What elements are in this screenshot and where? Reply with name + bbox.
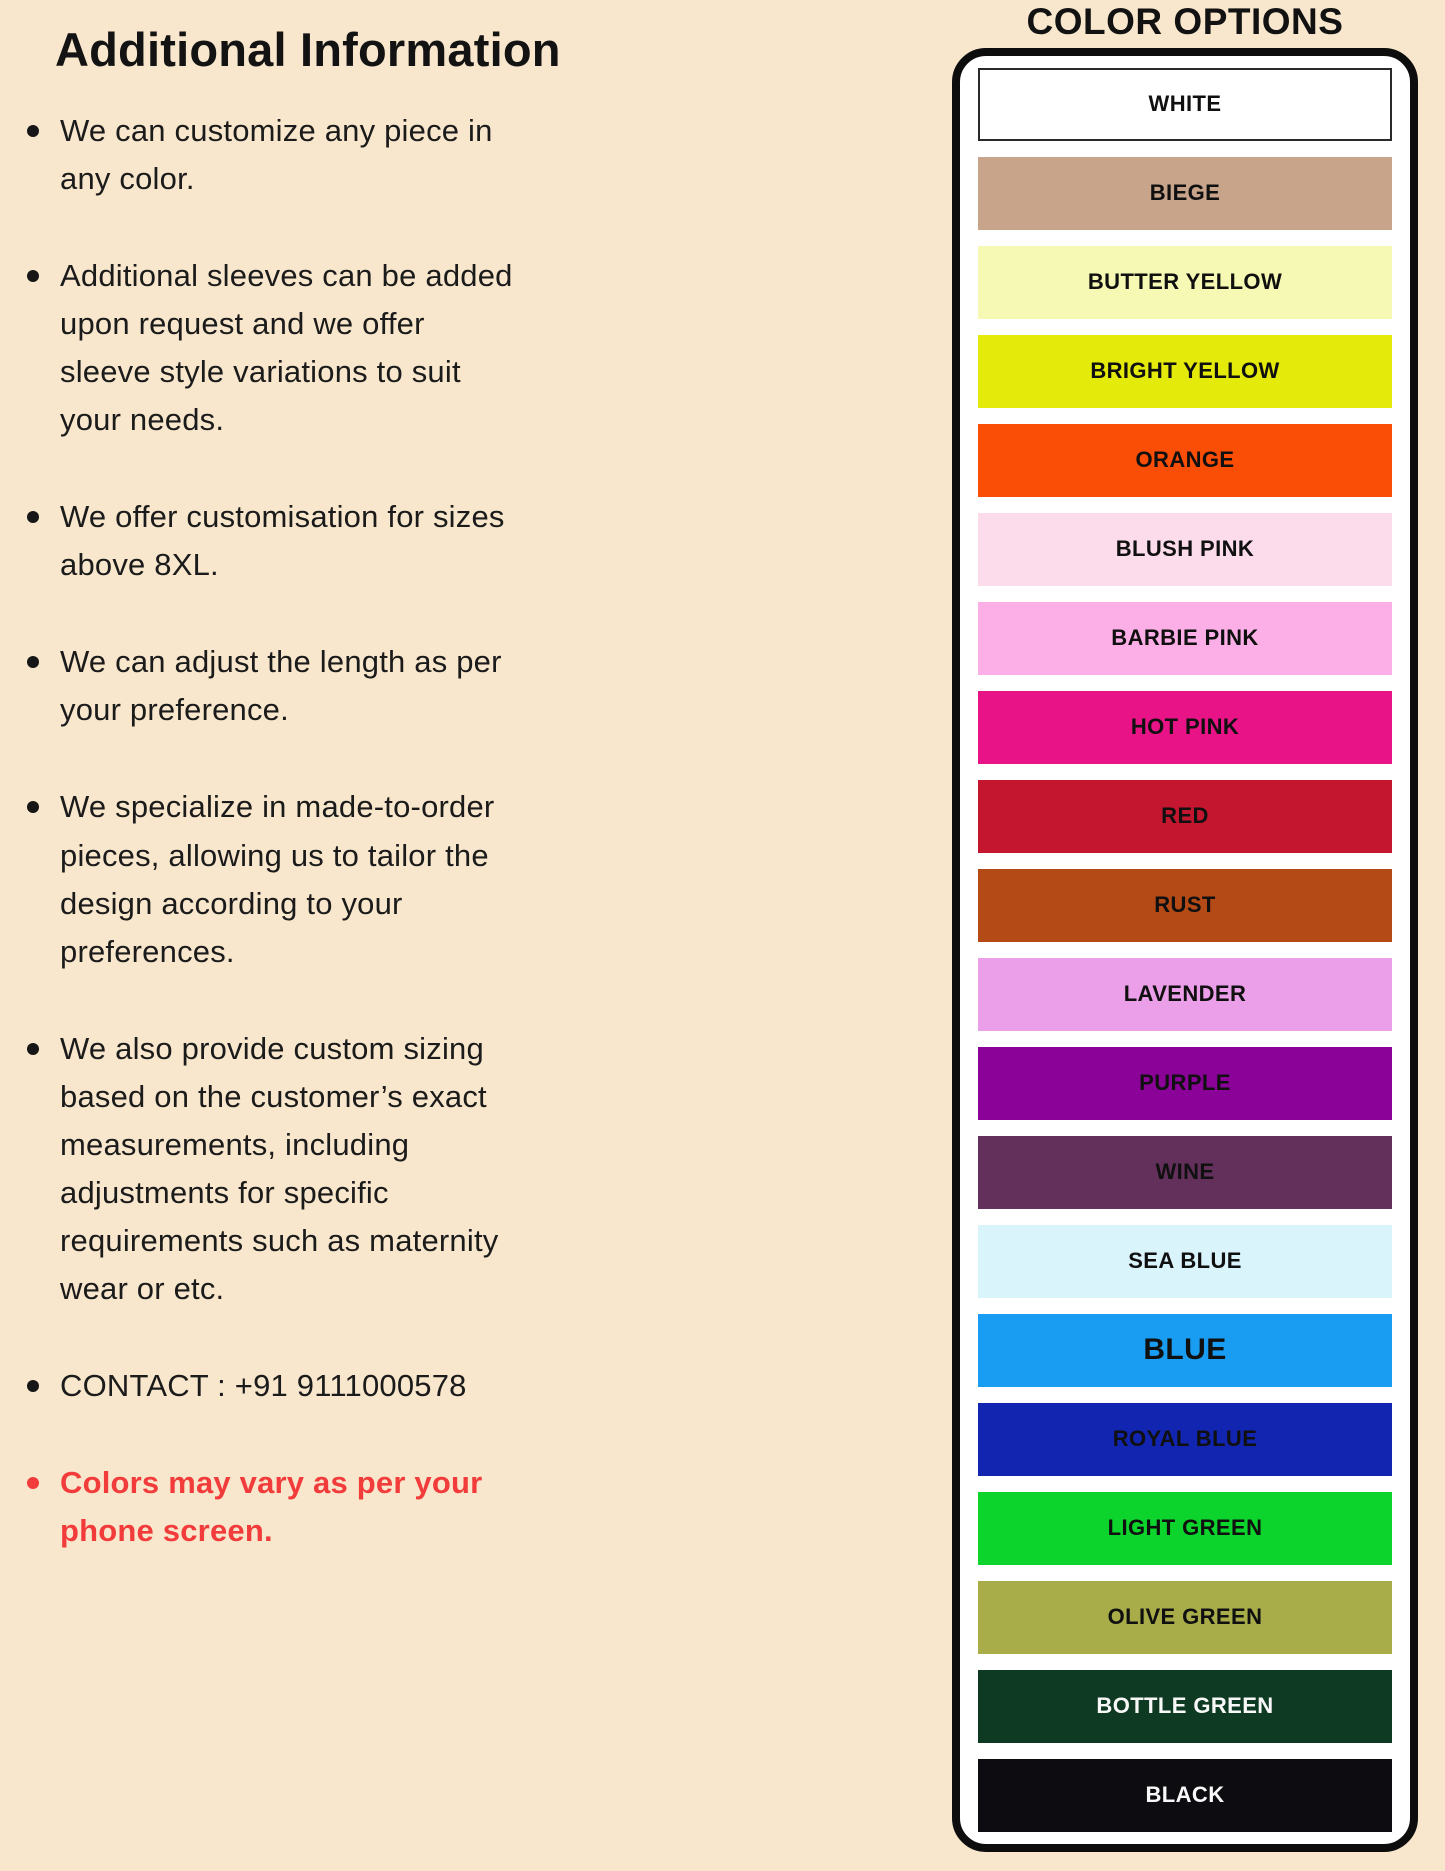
color-swatch-purple: PURPLE [978, 1046, 1392, 1120]
color-swatch-label: OLIVE GREEN [1107, 1604, 1263, 1630]
list-item: We can customize any piece in any color. [0, 107, 770, 203]
bullet-icon [27, 511, 39, 524]
list-item-text: We offer customisation for sizes above 8… [60, 499, 505, 583]
list-item-text: We also provide custom sizing based on t… [60, 1030, 499, 1306]
color-swatch-bright-yellow: BRIGHT YELLOW [978, 334, 1392, 408]
color-options-section: COLOR OPTIONS WHITE BIEGE BUTTER YELLOW … [952, 0, 1418, 1852]
color-swatch-label: ORANGE [1135, 447, 1235, 473]
list-item-text: CONTACT : +91 9111000578 [60, 1367, 467, 1403]
bullet-icon [27, 1379, 39, 1392]
color-swatch-royal-blue: ROYAL BLUE [978, 1402, 1392, 1476]
color-swatch-olive-green: OLIVE GREEN [978, 1580, 1392, 1654]
list-item: We also provide custom sizing based on t… [0, 1025, 770, 1313]
info-section: Additional Information We can customize … [0, 14, 770, 1604]
color-swatch-label: HOT PINK [1130, 714, 1240, 740]
bullet-icon [27, 1042, 39, 1055]
list-item: Colors may vary as per your phone screen… [0, 1459, 770, 1555]
color-swatch-label: WHITE [1148, 91, 1222, 117]
bullet-icon [27, 1476, 39, 1489]
list-item: We can adjust the length as per your pre… [0, 638, 770, 734]
color-swatch-label: BARBIE PINK [1111, 625, 1259, 651]
color-swatch-label: BRIGHT YELLOW [1090, 358, 1280, 384]
color-swatch-blush-pink: BLUSH PINK [978, 512, 1392, 586]
color-swatch-red: RED [978, 779, 1392, 853]
color-swatch-wine: WINE [978, 1135, 1392, 1209]
color-swatch-biege: BIEGE [978, 156, 1392, 230]
list-item: We specialize in made-to-order pieces, a… [0, 783, 770, 975]
color-swatch-butter-yellow: BUTTER YELLOW [978, 245, 1392, 319]
color-swatch-label: BLACK [1145, 1782, 1225, 1808]
color-swatch-rust: RUST [978, 868, 1392, 942]
list-item: We offer customisation for sizes above 8… [0, 493, 770, 589]
list-item-text: Colors may vary as per your phone screen… [60, 1464, 483, 1549]
color-swatch-label: BLUSH PINK [1115, 536, 1255, 562]
page-title: Additional Information [55, 23, 561, 76]
color-swatch-orange: ORANGE [978, 423, 1392, 497]
color-swatch-label: BOTTLE GREEN [1096, 1693, 1274, 1719]
color-swatch-bottle-green: BOTTLE GREEN [978, 1669, 1392, 1743]
color-swatch-label: BLUE [1143, 1333, 1227, 1367]
list-item: Additional sleeves can be added upon req… [0, 252, 770, 444]
color-swatch-label: BUTTER YELLOW [1087, 269, 1283, 295]
color-options-title: COLOR OPTIONS [1026, 1, 1344, 42]
bullet-icon [27, 656, 39, 669]
color-swatch-blue: BLUE [978, 1313, 1392, 1387]
color-swatch-label: SEA BLUE [1128, 1248, 1242, 1274]
bullet-icon [27, 125, 39, 137]
list-item-text: We can adjust the length as per your pre… [60, 644, 502, 728]
color-swatch-label: RED [1161, 803, 1209, 829]
color-swatch-label: BIEGE [1149, 180, 1221, 206]
info-list: We can customize any piece in any color.… [0, 107, 770, 1555]
color-options-panel: WHITE BIEGE BUTTER YELLOW BRIGHT YELLOW … [952, 47, 1418, 1852]
color-swatch-sea-blue: SEA BLUE [978, 1224, 1392, 1298]
color-swatch-hot-pink: HOT PINK [978, 690, 1392, 764]
list-item-text: We specialize in made-to-order pieces, a… [60, 789, 495, 969]
color-swatch-label: LIGHT GREEN [1107, 1515, 1263, 1541]
color-swatch-light-green: LIGHT GREEN [978, 1491, 1392, 1565]
list-item-text: Additional sleeves can be added upon req… [60, 258, 513, 438]
list-item-text: We can customize any piece in any color. [60, 113, 493, 197]
color-swatch-label: RUST [1154, 892, 1216, 918]
color-swatch-black: BLACK [978, 1758, 1392, 1832]
bullet-icon [27, 270, 39, 283]
bullet-icon [27, 801, 39, 814]
color-swatch-label: LAVENDER [1123, 981, 1247, 1007]
color-swatch-label: ROYAL BLUE [1112, 1426, 1258, 1452]
color-swatch-label: WINE [1155, 1159, 1215, 1185]
color-swatch-white: WHITE [978, 67, 1392, 141]
color-swatch-label: PURPLE [1139, 1070, 1231, 1096]
color-swatch-barbie-pink: BARBIE PINK [978, 601, 1392, 675]
color-swatch-lavender: LAVENDER [978, 957, 1392, 1031]
list-item: CONTACT : +91 9111000578 [0, 1362, 770, 1410]
